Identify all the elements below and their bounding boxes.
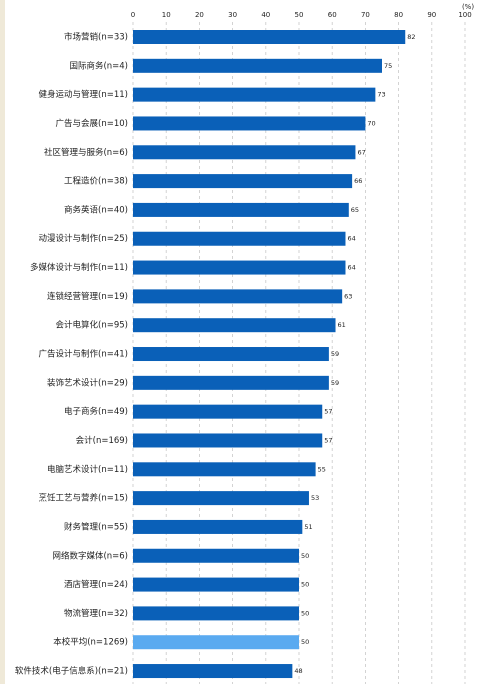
value-label: 48 (294, 667, 302, 675)
value-label: 50 (301, 609, 309, 617)
value-label: 51 (304, 523, 312, 531)
value-label: 63 (344, 292, 352, 300)
y-tick-label: 连锁经营管理(n=19) (47, 291, 128, 302)
y-tick-label: 网络数字媒体(n=6) (52, 550, 128, 561)
value-label: 57 (324, 408, 332, 416)
value-label: 67 (357, 148, 365, 156)
y-tick-label: 会计电算化(n=95) (56, 320, 128, 331)
x-tick-label: 20 (195, 11, 204, 19)
bar (133, 231, 346, 246)
value-label: 73 (377, 91, 385, 99)
x-tick-label: 0 (131, 11, 135, 19)
side-strip (0, 0, 5, 684)
y-tick-label: 多媒体设计与制作(n=11) (30, 262, 128, 273)
value-label: 64 (347, 264, 355, 272)
y-tick-label: 动漫设计与制作(n=25) (39, 233, 128, 244)
bar (133, 433, 323, 448)
x-tick-label: 70 (361, 11, 370, 19)
bar (133, 375, 329, 390)
y-tick-label: 会计(n=169) (76, 435, 128, 446)
bar (133, 260, 346, 275)
value-label: 50 (301, 581, 309, 589)
value-label: 75 (384, 62, 392, 70)
bar (133, 174, 353, 189)
y-tick-label: 电子商务(n=49) (64, 406, 128, 417)
y-tick-label: 物流管理(n=32) (64, 608, 128, 619)
x-tick-label: 50 (295, 11, 304, 19)
value-label: 59 (331, 350, 339, 358)
bar (133, 58, 382, 73)
y-tick-label: 工程造价(n=38) (64, 176, 128, 187)
y-tick-label: 市场营销(n=33) (64, 32, 128, 43)
y-tick-label: 电脑艺术设计(n=11) (47, 464, 128, 475)
y-tick-label: 酒店管理(n=24) (64, 579, 128, 590)
bar (133, 87, 376, 102)
bar (133, 462, 316, 477)
y-tick-label: 广告设计与制作(n=41) (39, 349, 128, 360)
value-label: 50 (301, 552, 309, 560)
bar (133, 30, 406, 44)
value-label: 65 (351, 206, 359, 214)
y-tick-label: 烹饪工艺与营养(n=15) (39, 493, 128, 504)
value-label: 61 (338, 321, 346, 329)
y-tick-label: 健身运动与管理(n=11) (39, 89, 128, 100)
y-tick-label: 财务管理(n=55) (64, 521, 128, 532)
value-label: 55 (318, 465, 326, 473)
y-tick-label: 商务英语(n=40) (64, 204, 128, 215)
y-tick-label: 社区管理与服务(n=6) (44, 147, 128, 158)
bar (133, 635, 299, 650)
x-tick-label: 40 (261, 11, 270, 19)
bar (133, 548, 299, 563)
bar (133, 606, 299, 621)
x-tick-label: 100 (458, 11, 471, 19)
y-tick-label: 本校平均(n=1269) (53, 637, 128, 648)
value-label: 66 (354, 177, 362, 185)
bar (133, 289, 343, 304)
y-tick-label: 软件技术(电子信息系)(n=21) (15, 666, 128, 677)
value-label: 70 (367, 119, 375, 127)
value-label: 64 (347, 235, 355, 243)
x-tick-label: 10 (162, 11, 171, 19)
x-tick-label: 90 (427, 11, 436, 19)
bar (133, 577, 299, 592)
value-label: 57 (324, 436, 332, 444)
bar (133, 347, 329, 362)
bar (133, 491, 309, 506)
y-tick-label: 装饰艺术设计(n=29) (47, 377, 128, 388)
value-label: 53 (311, 494, 319, 502)
x-tick-label: 80 (394, 11, 403, 19)
value-label: 59 (331, 379, 339, 387)
x-tick-label: 60 (328, 11, 337, 19)
y-tick-label: 广告与会展(n=10) (56, 118, 128, 129)
bar (133, 145, 356, 160)
y-tick-label: 国际商务(n=4) (69, 60, 128, 71)
unit-label: (%) (462, 3, 474, 11)
x-tick-label: 30 (228, 11, 237, 19)
bar (133, 116, 366, 131)
bar (133, 404, 323, 419)
bar (133, 664, 293, 679)
value-label: 50 (301, 638, 309, 646)
bar (133, 318, 336, 333)
bar (133, 519, 303, 534)
bar (133, 202, 349, 217)
value-label: 82 (407, 33, 415, 41)
